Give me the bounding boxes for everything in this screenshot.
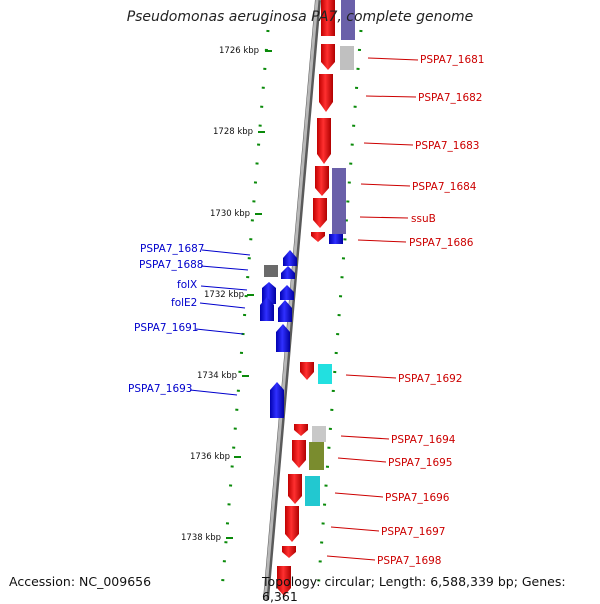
gene-label-leader	[337, 457, 387, 463]
gene-label-pspa7-1692[interactable]: PSPA7_1692	[398, 373, 463, 385]
gene-label-pspa7-1698[interactable]: PSPA7_1698	[377, 555, 442, 567]
gene-feature[interactable]	[278, 300, 292, 322]
gene-label-pspa7-1693[interactable]: PSPA7_1693	[128, 383, 193, 395]
scale-tick-label: 1736 kbp	[190, 452, 230, 462]
gene-feature[interactable]	[285, 506, 299, 542]
gene-feature[interactable]	[321, 0, 335, 36]
scale-tick-label: 1732 kbp	[204, 290, 244, 300]
gene-label-leader	[326, 555, 376, 561]
gene-label-pspa7-1697[interactable]: PSPA7_1697	[381, 526, 446, 538]
gene-label-pspa7-1684[interactable]: PSPA7_1684	[412, 181, 477, 193]
gene-feature[interactable]	[300, 362, 314, 380]
gene-label-leader	[195, 328, 244, 335]
gene-feature[interactable]	[264, 265, 278, 277]
gene-label-pspa7-1686[interactable]: PSPA7_1686	[409, 237, 474, 249]
gene-label-leader	[200, 265, 249, 271]
gene-feature[interactable]	[315, 166, 329, 196]
accession-text: Accession: NC_009656	[9, 574, 152, 589]
gene-label-leader	[189, 389, 238, 396]
gene-feature[interactable]	[340, 46, 354, 70]
map-title: Pseudomonas aeruginosa PA7, complete gen…	[126, 9, 474, 25]
gene-label-pspa7-1687[interactable]: PSPA7_1687	[140, 243, 205, 255]
gene-feature[interactable]	[262, 282, 276, 304]
scale-tick-label: 1728 kbp	[213, 127, 253, 137]
gene-feature[interactable]	[319, 74, 333, 112]
scale-tick-label: 1738 kbp	[181, 533, 221, 543]
gene-label-leader	[199, 302, 246, 309]
gene-feature[interactable]	[329, 234, 343, 244]
gene-label-pspa7-1683[interactable]: PSPA7_1683	[415, 140, 480, 152]
gene-label-leader	[334, 492, 384, 498]
gene-label-leader	[340, 435, 390, 440]
gene-feature[interactable]	[276, 324, 290, 352]
gene-label-leader	[365, 95, 417, 98]
scale-tick-label: 1726 kbp	[219, 46, 259, 56]
gene-feature[interactable]	[318, 364, 332, 384]
gene-feature[interactable]	[270, 382, 284, 418]
gene-label-pspa7-1682[interactable]: PSPA7_1682	[418, 92, 483, 104]
scale-tick-label: 1734 kbp	[197, 371, 237, 381]
gene-feature[interactable]	[283, 250, 297, 266]
gene-label-leader	[330, 526, 380, 532]
gene-feature[interactable]	[282, 546, 296, 558]
gene-feature[interactable]	[294, 424, 308, 436]
gene-feature[interactable]	[313, 198, 327, 228]
scale-tick-label: 1730 kbp	[210, 209, 250, 219]
gene-label-pspa7-1681[interactable]: PSPA7_1681	[420, 54, 485, 66]
gene-label-fole2[interactable]: folE2	[171, 297, 197, 309]
gene-feature[interactable]	[281, 266, 295, 279]
forward-track-guide	[316, 29, 363, 591]
gene-label-leader	[367, 57, 419, 61]
gene-label-leader	[363, 142, 414, 146]
gene-label-leader	[201, 249, 251, 256]
gene-label-leader	[345, 374, 397, 379]
gene-feature[interactable]	[288, 474, 302, 504]
gene-label-pspa7-1695[interactable]: PSPA7_1695	[388, 457, 453, 469]
gene-feature[interactable]	[305, 476, 320, 506]
gene-feature[interactable]	[332, 168, 346, 234]
gene-label-leader	[357, 239, 407, 243]
gene-feature[interactable]	[292, 440, 306, 468]
gene-label-pspa7-1691[interactable]: PSPA7_1691	[134, 322, 199, 334]
gene-label-ssub[interactable]: ssuB	[411, 213, 436, 225]
gene-feature[interactable]	[341, 0, 355, 40]
gene-feature[interactable]	[280, 285, 294, 300]
gene-feature[interactable]	[260, 297, 274, 321]
gene-label-pspa7-1694[interactable]: PSPA7_1694	[391, 434, 456, 446]
gene-label-leader	[360, 183, 411, 187]
gene-label-leader	[359, 216, 409, 219]
gene-label-folx[interactable]: folX	[177, 279, 197, 291]
gene-feature[interactable]	[277, 566, 291, 596]
gene-label-pspa7-1696[interactable]: PSPA7_1696	[385, 492, 450, 504]
gene-feature[interactable]	[311, 232, 325, 242]
gene-label-pspa7-1688[interactable]: PSPA7_1688	[139, 259, 204, 271]
gene-feature[interactable]	[312, 426, 326, 442]
gene-label-leader	[200, 285, 248, 291]
gene-feature[interactable]	[321, 44, 335, 70]
gene-feature[interactable]	[309, 442, 324, 470]
gene-feature[interactable]	[317, 118, 331, 164]
